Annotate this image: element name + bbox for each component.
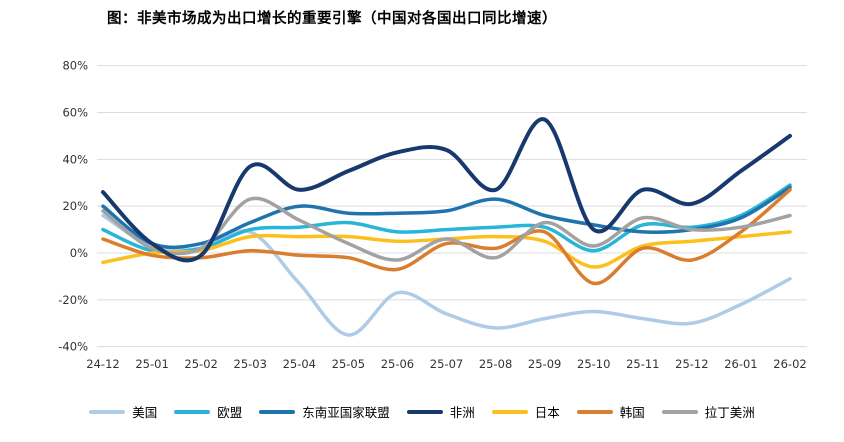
x-tick-label: 25-11 (626, 357, 659, 371)
axis-layer: 80% 60% 40% 20% 0% -20% -40% 24-12 25-01 25-02 25-… (58, 59, 806, 371)
legend-label-africa: 非洲 (449, 405, 475, 420)
series-line-africa (101, 117, 792, 263)
y-tick-label: -20% (58, 293, 88, 307)
x-tick-label: 25-04 (283, 357, 316, 371)
series-line-usa (101, 213, 792, 337)
legend-line-swatch-usa (89, 409, 126, 414)
y-tick-label: 40% (62, 152, 88, 166)
series-line-korea (101, 188, 792, 286)
legend-item-latin-america: 拉丁美洲 (661, 402, 755, 421)
x-tick-label: 25-09 (528, 357, 561, 371)
chart-legend: 美国 欧盟 东南亚国家联盟 非洲 日本 韩国 拉丁美洲 (0, 402, 844, 421)
legend-item-japan: 日本 (491, 402, 560, 421)
legend-label-usa: 美国 (132, 405, 158, 420)
legend-item-asean: 东南亚国家联盟 (259, 402, 390, 421)
series-layer (101, 117, 792, 337)
x-tick-label: 25-05 (332, 357, 365, 371)
legend-item-korea: 韩国 (576, 402, 645, 421)
x-tick-label: 25-02 (184, 357, 217, 371)
line-chart: 80% 60% 40% 20% 0% -20% -40% 24-12 25-01 25-02 25-… (58, 59, 807, 371)
x-tick-label: 26-02 (773, 357, 806, 371)
x-tick-label: 24-12 (86, 357, 119, 371)
chart-title: 图：非美市场成为出口增长的重要引擎（中国对各国出口同比增速） (107, 11, 557, 27)
x-tick-label: 25-12 (675, 357, 708, 371)
legend-label-latin-america: 拉丁美洲 (704, 405, 755, 420)
legend-item-eu: 欧盟 (174, 402, 242, 421)
legend-line-swatch-korea (576, 409, 613, 414)
x-tick-label: 25-10 (577, 357, 610, 371)
legend-label-korea: 韩国 (619, 405, 645, 420)
legend-line-swatch-latin-america (661, 409, 698, 414)
legend-label-japan: 日本 (534, 405, 560, 420)
y-tick-label: 80% (62, 59, 88, 73)
x-tick-label: 25-06 (381, 357, 414, 371)
series-line-asean (101, 185, 792, 250)
legend-label-asean: 东南亚国家联盟 (302, 405, 390, 420)
legend-line-swatch-asean (259, 409, 296, 414)
y-tick-label: -40% (58, 340, 88, 354)
legend-line-swatch-eu (174, 409, 211, 414)
y-tick-label: 0% (70, 246, 88, 260)
legend-item-usa: 美国 (89, 402, 157, 421)
x-tick-label: 25-07 (430, 357, 463, 371)
y-tick-label: 60% (62, 106, 88, 120)
legend-line-swatch-japan (491, 409, 528, 414)
x-tick-label: 25-08 (479, 357, 512, 371)
x-tick-label: 26-01 (724, 357, 757, 371)
y-tick-label: 20% (62, 199, 88, 213)
x-tick-label: 25-01 (135, 357, 168, 371)
legend-label-eu: 欧盟 (217, 405, 243, 420)
legend-line-swatch-africa (406, 409, 443, 414)
x-tick-label: 25-03 (234, 357, 267, 371)
grid-layer (97, 65, 807, 348)
legend-item-africa: 非洲 (406, 402, 475, 421)
